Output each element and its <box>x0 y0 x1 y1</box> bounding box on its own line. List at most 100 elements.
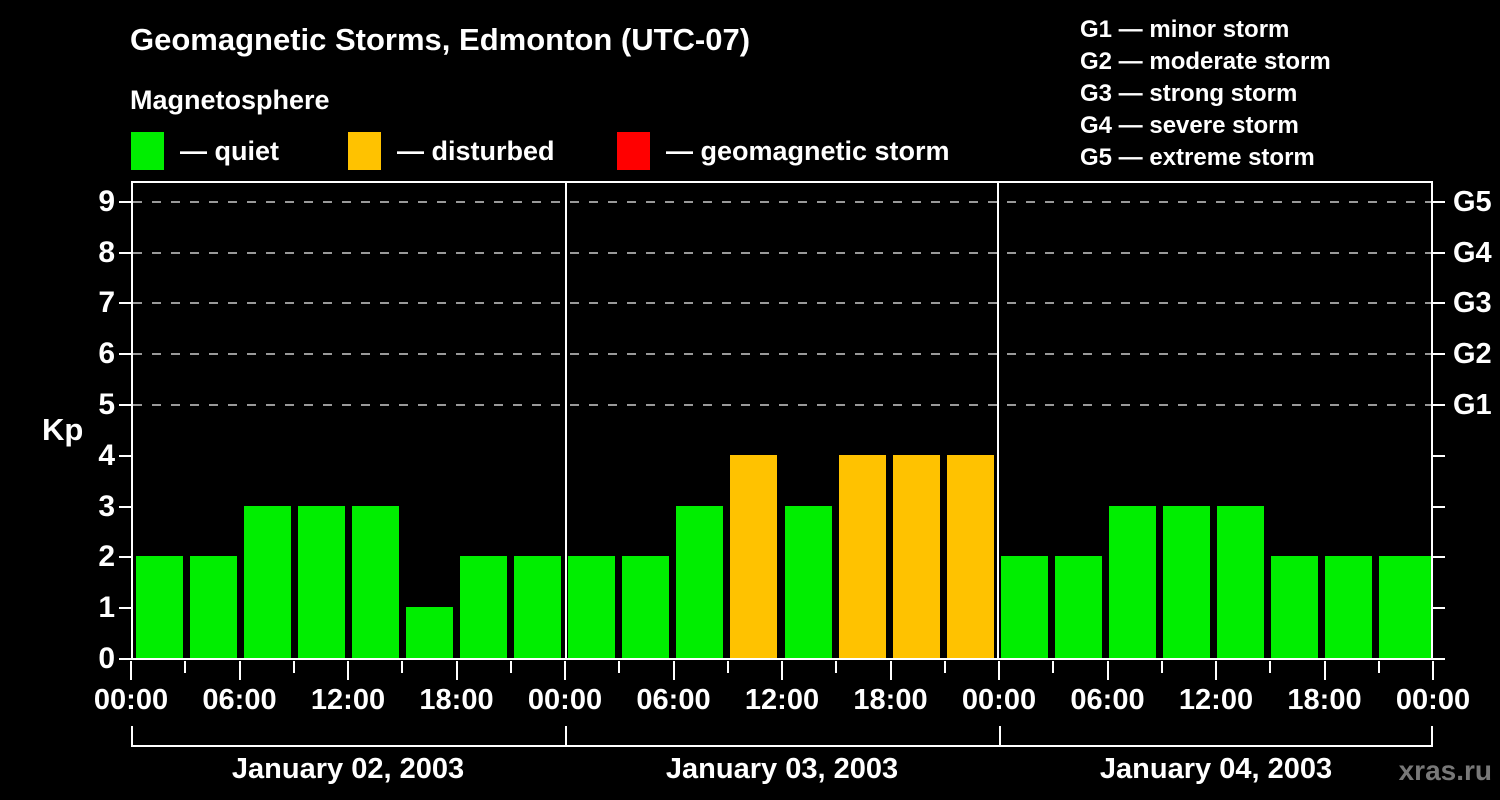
kp-bar <box>135 556 183 658</box>
y-axis-tick <box>119 658 131 660</box>
x-major-tick <box>998 661 1000 680</box>
x-minor-tick <box>509 661 512 673</box>
legend-item-quiet: — quiet <box>131 131 279 171</box>
kp-bar <box>297 505 345 658</box>
x-tick-label: 00:00 <box>1395 684 1471 716</box>
g-scale-label: G5 <box>1453 185 1492 218</box>
day-divider <box>997 183 1000 658</box>
kp-bar <box>189 556 237 658</box>
kp-bar <box>892 454 940 658</box>
kp-bar <box>1000 556 1048 658</box>
kp-bar <box>622 556 670 658</box>
x-major-tick <box>672 661 675 680</box>
kp-bar <box>351 505 399 658</box>
y-axis-tick <box>119 353 131 356</box>
x-major-tick <box>1432 661 1434 680</box>
y-axis-tick <box>119 251 131 254</box>
y-tick-label: 8 <box>98 235 115 269</box>
x-minor-tick <box>835 661 838 673</box>
x-minor-tick <box>1269 661 1272 673</box>
x-minor-tick <box>618 661 621 673</box>
y-axis-tick <box>119 404 131 406</box>
x-major-tick <box>889 661 892 680</box>
x-major-tick <box>564 661 566 680</box>
day-bracket-tick <box>1431 726 1433 747</box>
y-axis-tick <box>119 556 131 559</box>
x-minor-tick <box>1377 661 1380 673</box>
y-axis-tick <box>119 302 131 305</box>
y-tick-label: 1 <box>98 591 115 625</box>
storm-scale-legend: G1 — minor storm G2 — moderate storm G3 … <box>1080 14 1331 174</box>
g-scale-label: G3 <box>1453 287 1492 320</box>
y-axis-tick <box>119 607 131 610</box>
kp-bar <box>1271 556 1319 658</box>
day-divider <box>564 183 567 658</box>
x-major-tick <box>130 661 132 680</box>
x-tick-label: 18:00 <box>419 684 494 716</box>
kp-bar <box>1054 556 1102 658</box>
day-bracket <box>131 745 1433 747</box>
x-tick-label: 06:00 <box>1070 684 1145 716</box>
x-major-tick <box>347 661 349 680</box>
kp-bar <box>838 454 886 658</box>
kp-bar <box>460 556 508 658</box>
date-label: January 04, 2003 <box>1099 753 1333 785</box>
y-tick-label: 7 <box>98 286 115 320</box>
kp-bar <box>730 454 778 658</box>
x-tick-label: 00:00 <box>961 684 1037 716</box>
magnetosphere-label: Magnetosphere <box>130 85 330 115</box>
kp-bar <box>1163 505 1211 658</box>
kp-bar <box>1325 556 1373 658</box>
g3-legend-line: G3 — strong storm <box>1080 80 1298 107</box>
y-tick-label: 3 <box>98 489 115 523</box>
x-tick-label: 00:00 <box>93 684 169 716</box>
plot-area <box>131 181 1433 660</box>
x-tick-label: 06:00 <box>202 684 277 716</box>
right-axis-tick <box>1433 404 1445 406</box>
x-major-tick <box>1106 661 1109 680</box>
x-tick-label: 18:00 <box>1287 684 1362 716</box>
right-axis-tick <box>1433 454 1445 457</box>
watermark: xras.ru <box>1398 755 1492 786</box>
kp-bar <box>243 505 291 658</box>
page-title: Geomagnetic Storms, Edmonton (UTC-07) <box>130 22 751 57</box>
gridline-kp7 <box>133 302 1431 305</box>
kp-bar <box>405 607 453 658</box>
kp-bar <box>1217 505 1265 658</box>
g-scale-label: G1 <box>1453 389 1492 421</box>
gridline-kp9 <box>133 200 1431 203</box>
quiet-color-swatch <box>131 132 164 170</box>
right-axis-tick <box>1433 505 1445 508</box>
kp-bar <box>676 505 724 658</box>
x-minor-tick <box>184 661 187 673</box>
kp-bar <box>514 556 562 658</box>
x-major-tick <box>1323 661 1326 680</box>
y-tick-label: 2 <box>98 540 115 574</box>
x-tick-label: 06:00 <box>636 684 711 716</box>
kp-bar <box>1109 505 1157 658</box>
y-tick-label: 9 <box>98 184 115 218</box>
right-axis-tick <box>1433 607 1445 610</box>
x-major-tick <box>1215 661 1217 680</box>
x-major-tick <box>455 661 458 680</box>
x-tick-label: 12:00 <box>1178 684 1254 716</box>
x-minor-tick <box>943 661 946 673</box>
storm-color-swatch <box>617 132 650 170</box>
right-axis-tick <box>1433 302 1445 305</box>
gridline-kp8 <box>133 251 1431 254</box>
gridline-kp6 <box>133 353 1431 356</box>
x-minor-tick <box>401 661 404 673</box>
y-axis-title: Kp <box>42 412 84 447</box>
kp-bar <box>1379 556 1427 658</box>
right-axis-tick <box>1433 353 1445 356</box>
kp-bar <box>946 454 994 658</box>
kp-bar-clipped <box>1419 556 1431 658</box>
gridline-kp5 <box>133 404 1431 406</box>
y-axis-tick <box>119 505 131 508</box>
g5-legend-line: G5 — extreme storm <box>1080 144 1315 171</box>
x-major-tick <box>238 661 241 680</box>
quiet-label: — quiet <box>180 135 279 166</box>
day-bracket-tick <box>999 726 1001 747</box>
right-axis-tick <box>1433 658 1445 660</box>
